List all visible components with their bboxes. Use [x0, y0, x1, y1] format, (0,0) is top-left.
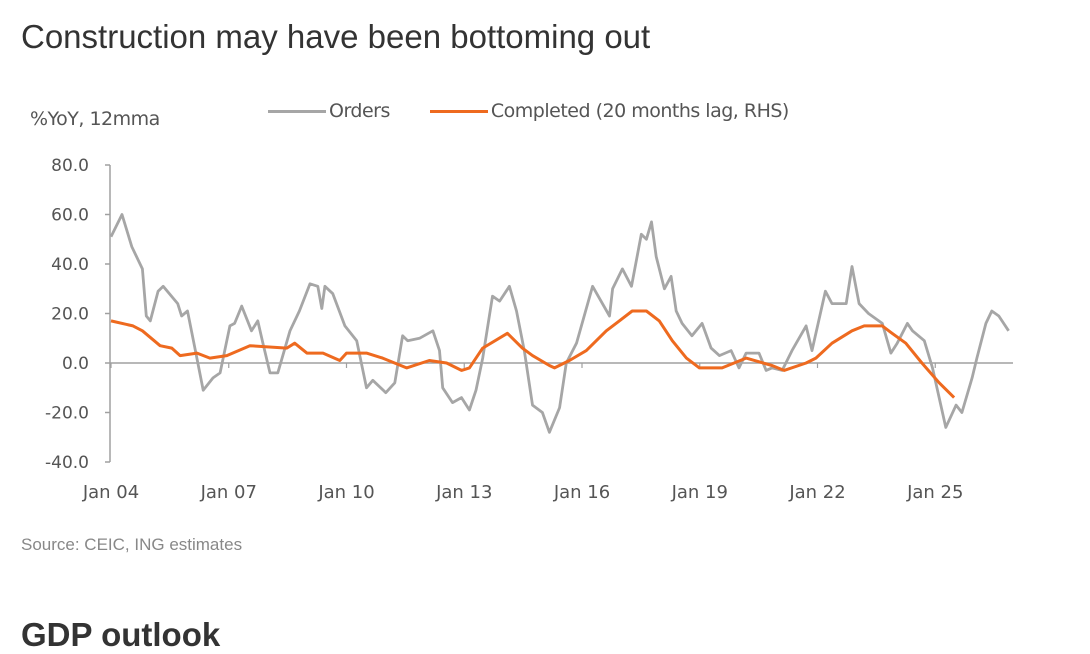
- x-tick-label: Jan 16: [553, 482, 610, 503]
- series-line-completed: [110, 309, 956, 399]
- y-tick-label: -40.0: [45, 453, 89, 473]
- y-tick-label: -20.0: [45, 404, 89, 424]
- legend-label-completed: Completed (20 months lag, RHS): [490, 100, 789, 122]
- next-section-heading: GDP outlook: [21, 616, 221, 653]
- x-tick-label: Jan 07: [200, 482, 257, 503]
- y-tick-label: 80.0: [51, 156, 89, 176]
- chart-legend: Orders Completed (20 months lag, RHS): [268, 100, 829, 122]
- y-tick-label: 20.0: [51, 305, 89, 325]
- y-tick-label: 0.0: [62, 354, 89, 374]
- legend-item-completed: Completed (20 months lag, RHS): [429, 100, 789, 122]
- legend-swatch-orders: [268, 109, 326, 113]
- x-tick-label: Jan 04: [82, 482, 139, 503]
- y-tick-label: 60.0: [51, 206, 89, 226]
- y-axis-label: %YoY, 12mma: [30, 108, 160, 130]
- legend-item-orders: Orders: [268, 100, 390, 122]
- x-tick-label: Jan 19: [671, 482, 728, 503]
- x-tick-label: Jan 22: [788, 482, 845, 503]
- line-chart: 80.0 60.0 40.0 20.0 0.0 -20.0 -40.0 Jan 04 Jan 0…: [45, 156, 1013, 503]
- legend-label-orders: Orders: [329, 100, 390, 122]
- page-title: Construction may have been bottoming out: [21, 18, 651, 55]
- x-tick-label: Jan 10: [317, 482, 374, 503]
- x-tick-label: Jan 13: [435, 482, 492, 503]
- series-line-orders: [109, 213, 1010, 434]
- legend-swatch-completed: [429, 109, 488, 113]
- source-note: Source: CEIC, ING estimates: [21, 535, 243, 554]
- x-tick-label: Jan 25: [906, 482, 963, 503]
- y-tick-label: 40.0: [51, 255, 89, 275]
